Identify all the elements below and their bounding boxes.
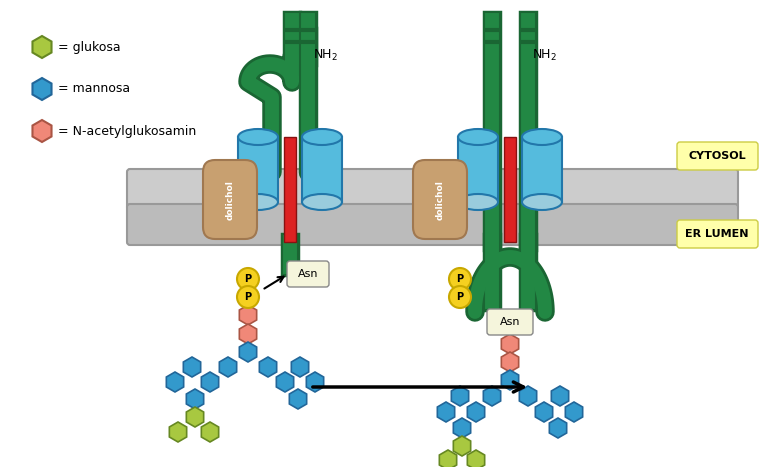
Text: ER LUMEN: ER LUMEN bbox=[685, 229, 748, 239]
Text: Asn: Asn bbox=[500, 317, 521, 327]
Text: P: P bbox=[457, 292, 464, 302]
Polygon shape bbox=[565, 402, 583, 422]
Text: Asn: Asn bbox=[298, 269, 318, 279]
Text: dolichol: dolichol bbox=[226, 180, 235, 220]
Polygon shape bbox=[291, 357, 309, 377]
Bar bbox=[504, 137, 516, 242]
Polygon shape bbox=[501, 334, 519, 354]
Bar bbox=[458, 137, 498, 202]
FancyBboxPatch shape bbox=[127, 169, 738, 210]
Polygon shape bbox=[501, 352, 519, 372]
Text: dolichol: dolichol bbox=[436, 180, 444, 220]
Bar bbox=[302, 137, 342, 202]
Ellipse shape bbox=[238, 194, 278, 210]
Polygon shape bbox=[549, 418, 567, 438]
Text: P: P bbox=[457, 274, 464, 284]
Polygon shape bbox=[454, 418, 470, 438]
Polygon shape bbox=[519, 386, 537, 406]
Ellipse shape bbox=[522, 194, 562, 210]
Polygon shape bbox=[32, 120, 52, 142]
Polygon shape bbox=[239, 305, 256, 325]
Text: CYTOSOL: CYTOSOL bbox=[688, 151, 746, 161]
Text: NH$_2$: NH$_2$ bbox=[532, 48, 557, 63]
Polygon shape bbox=[169, 422, 186, 442]
Polygon shape bbox=[201, 422, 219, 442]
Polygon shape bbox=[183, 357, 201, 377]
Polygon shape bbox=[32, 36, 52, 58]
Polygon shape bbox=[535, 402, 553, 422]
Polygon shape bbox=[501, 370, 519, 390]
Circle shape bbox=[449, 286, 471, 308]
Polygon shape bbox=[437, 402, 454, 422]
Polygon shape bbox=[454, 436, 470, 456]
Text: NH$_2$: NH$_2$ bbox=[313, 48, 338, 63]
Polygon shape bbox=[201, 372, 219, 392]
Polygon shape bbox=[290, 389, 306, 409]
Polygon shape bbox=[306, 372, 323, 392]
Polygon shape bbox=[239, 342, 256, 362]
Ellipse shape bbox=[302, 194, 342, 210]
Circle shape bbox=[237, 268, 259, 290]
Circle shape bbox=[237, 286, 259, 308]
Polygon shape bbox=[551, 386, 569, 406]
Polygon shape bbox=[467, 402, 484, 422]
Polygon shape bbox=[484, 386, 500, 406]
FancyBboxPatch shape bbox=[203, 160, 257, 239]
Polygon shape bbox=[440, 450, 457, 467]
Polygon shape bbox=[276, 372, 293, 392]
Text: P: P bbox=[244, 292, 252, 302]
Bar bbox=[284, 137, 296, 242]
FancyBboxPatch shape bbox=[287, 261, 329, 287]
Polygon shape bbox=[239, 324, 256, 344]
Polygon shape bbox=[219, 357, 236, 377]
Ellipse shape bbox=[238, 129, 278, 145]
Polygon shape bbox=[186, 389, 203, 409]
FancyBboxPatch shape bbox=[127, 204, 738, 245]
Polygon shape bbox=[166, 372, 184, 392]
Polygon shape bbox=[32, 78, 52, 100]
Polygon shape bbox=[451, 386, 469, 406]
Bar bbox=[238, 137, 278, 202]
Circle shape bbox=[449, 268, 471, 290]
Ellipse shape bbox=[302, 129, 342, 145]
Text: = N-acetylglukosamin: = N-acetylglukosamin bbox=[58, 125, 196, 137]
Text: = mannosa: = mannosa bbox=[58, 83, 130, 95]
Polygon shape bbox=[467, 450, 484, 467]
Ellipse shape bbox=[458, 194, 498, 210]
FancyBboxPatch shape bbox=[487, 309, 533, 335]
Bar bbox=[522, 137, 562, 202]
Polygon shape bbox=[259, 357, 276, 377]
FancyBboxPatch shape bbox=[677, 220, 758, 248]
FancyBboxPatch shape bbox=[413, 160, 467, 239]
Text: = glukosa: = glukosa bbox=[58, 41, 121, 54]
Ellipse shape bbox=[522, 129, 562, 145]
Ellipse shape bbox=[458, 129, 498, 145]
FancyBboxPatch shape bbox=[677, 142, 758, 170]
Polygon shape bbox=[186, 407, 203, 427]
Text: P: P bbox=[244, 274, 252, 284]
